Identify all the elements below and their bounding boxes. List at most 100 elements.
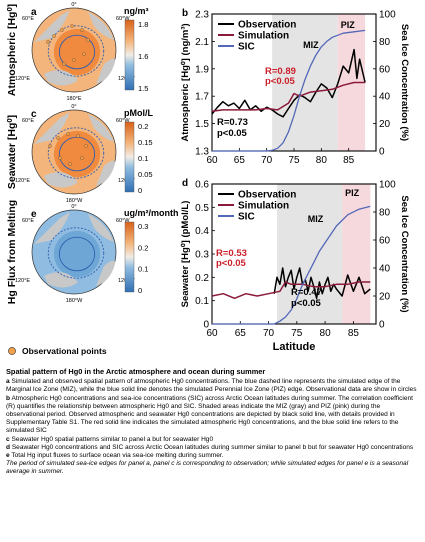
caption-item-a: a Simulated and observed spatial pattern…: [6, 378, 417, 394]
observational-point: [80, 28, 84, 32]
map-colorbar-tick: 0: [138, 286, 142, 295]
correlation-annotation: p<0.05: [265, 76, 296, 87]
map-colorbar: [124, 221, 135, 293]
map-land: [34, 112, 70, 144]
x-tick-label: 80: [316, 155, 328, 166]
map-row-label: Seawater [Hg⁰]: [6, 115, 18, 189]
y-tick-label: 1.7: [195, 92, 209, 103]
miz-label: MIZ: [303, 40, 319, 50]
map-colorbar-tick: 0: [138, 186, 142, 195]
map-arctic-core: [53, 28, 101, 76]
x-tick-label: 75: [288, 155, 300, 166]
x-tick-label: 65: [235, 328, 247, 339]
correlation-annotation: p<0.05: [216, 258, 247, 269]
legend-entry: Observation: [238, 190, 296, 201]
correlation-annotation: p<0.05: [291, 298, 322, 309]
y2-axis-label: Sea Ice Concentration (%): [399, 195, 410, 312]
y2-tick-label: 40: [379, 264, 391, 275]
map-panel-e: Hg Flux from Meltinge0°60°E120°E180°W120…: [6, 200, 179, 304]
map-colorbar-tick: 0.3: [138, 222, 148, 231]
observational-points-label: Observational points: [22, 346, 107, 356]
map-colorbar-tick: 1.6: [138, 52, 148, 61]
y2-tick-label: 20: [379, 119, 391, 130]
map-panel-a: Atmospheric [Hg⁰]a0°60°E120°E180°E120°W6…: [6, 2, 149, 102]
map-colorbar-unit: ng/m³: [124, 6, 149, 16]
caption-item-d: d Seawater Hg0 concentrations and SIC ac…: [6, 443, 414, 451]
observational-point: [56, 136, 60, 140]
correlation-annotation: R=0.73: [217, 117, 248, 128]
map-land: [96, 160, 116, 186]
figure-caption: Spatial pattern of Hg0 in the Arctic atm…: [6, 367, 420, 477]
observational-point: [84, 144, 88, 148]
map-panel-letter: a: [31, 7, 37, 18]
y-tick-label: 0.2: [195, 273, 209, 284]
caption-item-c: c Seawater Hg0 spatial patterns similar …: [6, 435, 214, 443]
miz-label: MIZ: [308, 214, 324, 224]
map-longitude-label: 180°E: [66, 96, 81, 102]
map-land: [44, 172, 78, 188]
map-longitude-label: 60°W: [116, 218, 130, 224]
map-land: [44, 70, 78, 86]
map-panel-letter: c: [31, 109, 37, 120]
map-land: [96, 58, 116, 84]
map-panel-c: Seawater [Hg⁰]c0°60°E120°E180°W120°W60°W…: [6, 104, 153, 204]
zone-miz: [272, 14, 338, 151]
y-tick-label: 1.9: [195, 64, 209, 75]
map-land: [96, 260, 116, 286]
map-colorbar: [124, 19, 135, 91]
observational-point: [62, 62, 66, 66]
zone-miz: [277, 184, 343, 324]
legend-entry: Simulation: [238, 31, 289, 42]
observational-point: [70, 24, 74, 28]
piz-label: PIZ: [341, 20, 356, 30]
map-longitude-label: 120°E: [15, 278, 30, 284]
map-colorbar-tick: 0.15: [138, 138, 153, 147]
map-colorbar-tick: 0.2: [138, 122, 148, 131]
x-tick-label: 70: [261, 155, 273, 166]
correlation-annotation: R=0.47: [291, 287, 322, 298]
y-axis-label: Seawater [Hg⁰] (pMol/L): [180, 201, 191, 308]
y-tick-label: 1.5: [195, 119, 209, 130]
series-line-simulation: [211, 81, 366, 113]
piz-edge-line: [58, 34, 96, 70]
map-colorbar-tick: 0.2: [138, 243, 148, 252]
series-line-simulation: [211, 281, 371, 300]
y2-tick-label: 80: [379, 208, 391, 219]
map-longitude-label: 120°E: [15, 178, 30, 184]
x-tick-label: 85: [343, 155, 355, 166]
observational-point: [82, 52, 86, 56]
y-tick-label: 0.5: [195, 203, 209, 214]
map-longitude-label: 60°E: [22, 118, 34, 124]
y2-axis-label: Sea Ice Concentration (%): [399, 24, 410, 141]
map-colorbar-tick: 0.1: [138, 154, 148, 163]
caption-note: The period of simulated sea-ice edges fo…: [6, 460, 409, 476]
observational-points-legend: Observational points: [8, 346, 107, 356]
map-longitude-label: 60°W: [116, 16, 130, 22]
map-colorbar: [124, 121, 135, 193]
caption-item-e: e Total Hg input fluxes to surface ocean…: [6, 452, 224, 460]
y2-tick-label: 60: [379, 64, 391, 75]
correlation-annotation: R=0.89: [265, 66, 296, 77]
y-tick-label: 1.3: [195, 147, 209, 158]
observational-point: [48, 144, 52, 148]
map-land: [34, 10, 70, 42]
figure-canvas: Atmospheric [Hg⁰]a0°60°E120°E180°E120°W6…: [6, 2, 410, 356]
zone-piz: [342, 184, 371, 324]
map-longitude-label: 0°: [71, 104, 76, 110]
y2-tick-label: 80: [379, 37, 391, 48]
chart-panel-letter: d: [182, 178, 188, 189]
map-longitude-label: 180°W: [66, 198, 83, 204]
observational-point: [52, 34, 56, 38]
map-colorbar-unit: pMol/L: [124, 108, 153, 118]
x-axis-label: Latitude: [273, 341, 316, 353]
x-tick-label: 60: [206, 328, 218, 339]
observational-point: [60, 28, 64, 32]
x-tick-label: 60: [206, 155, 218, 166]
observational-point: [80, 156, 84, 160]
map-row-label: Hg Flux from Melting: [6, 200, 18, 304]
legend-entry: Simulation: [238, 201, 289, 212]
map-colorbar-tick: 1.8: [138, 20, 148, 29]
y2-tick-label: 100: [379, 180, 396, 191]
map-land: [88, 114, 114, 142]
y-tick-label: 0.4: [195, 226, 209, 237]
